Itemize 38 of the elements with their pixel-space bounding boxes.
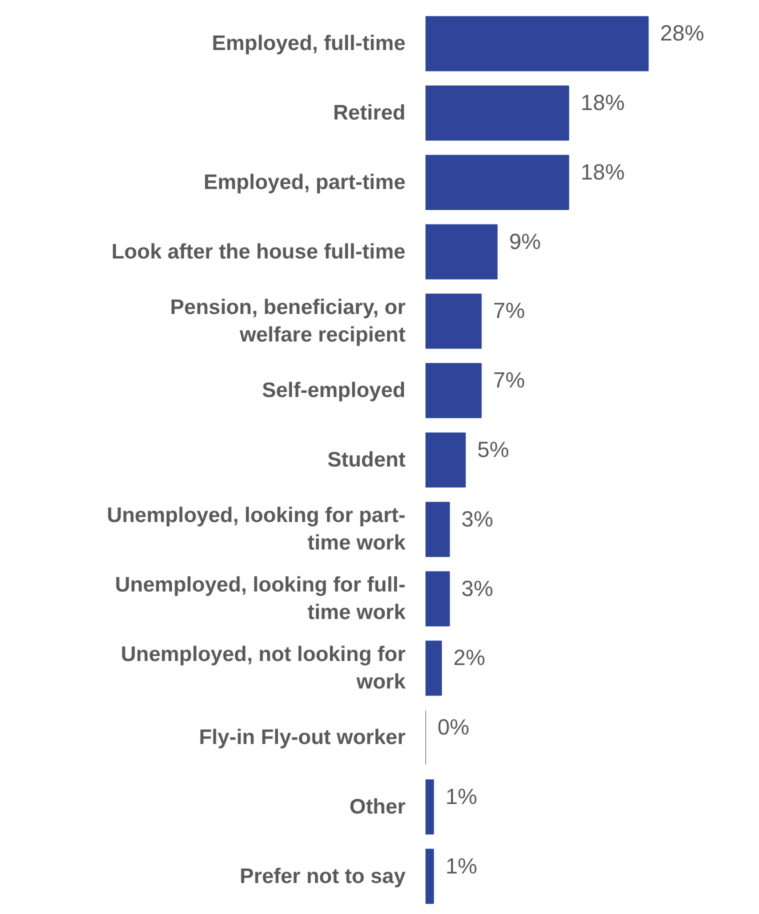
y-tick-label: Student [327, 448, 406, 472]
data-label: 3% [461, 576, 494, 601]
data-label: 5% [477, 437, 510, 462]
y-tick-label: Unemployed, looking for part-time work [106, 504, 406, 555]
y-tick-label: Pension, beneficiary, or welfare recipient [170, 296, 406, 347]
data-label: 2% [453, 645, 486, 670]
y-tick-label: Self-employed [262, 379, 406, 402]
bar [426, 571, 450, 626]
bar [426, 16, 649, 72]
y-tick-label: Retired [333, 102, 406, 125]
data-label: 7% [493, 298, 525, 324]
bar [426, 363, 482, 418]
y-tick-label: Other [349, 795, 406, 818]
y-tick-label: Employed, part-time [204, 170, 406, 194]
y-tick-label: Employed, full-time [212, 32, 406, 56]
bar [426, 85, 570, 141]
data-label: 28% [660, 20, 704, 46]
y-tick-label: Unemployed, looking for full-time work [115, 573, 406, 624]
data-label: 1% [445, 784, 478, 809]
y-tick-label: Unemployed, not looking for work [120, 642, 406, 694]
data-label: 3% [461, 506, 494, 532]
bar [426, 294, 482, 349]
data-label: 18% [580, 90, 625, 116]
bar [426, 779, 434, 835]
y-tick-label: Look after the house full-time [111, 240, 406, 264]
bar [426, 154, 570, 210]
bar [426, 502, 450, 557]
bar [426, 432, 466, 488]
bar [426, 640, 442, 696]
y-tick-label: Prefer not to say [240, 864, 406, 888]
data-label: 7% [493, 368, 525, 393]
bar [426, 848, 434, 904]
y-tick-label: Fly-in Fly-out worker [198, 726, 406, 750]
data-label: 9% [509, 228, 541, 254]
data-label: 18% [580, 159, 625, 184]
data-label: 1% [445, 853, 478, 878]
data-label: 0% [438, 714, 470, 740]
bar [426, 224, 498, 280]
